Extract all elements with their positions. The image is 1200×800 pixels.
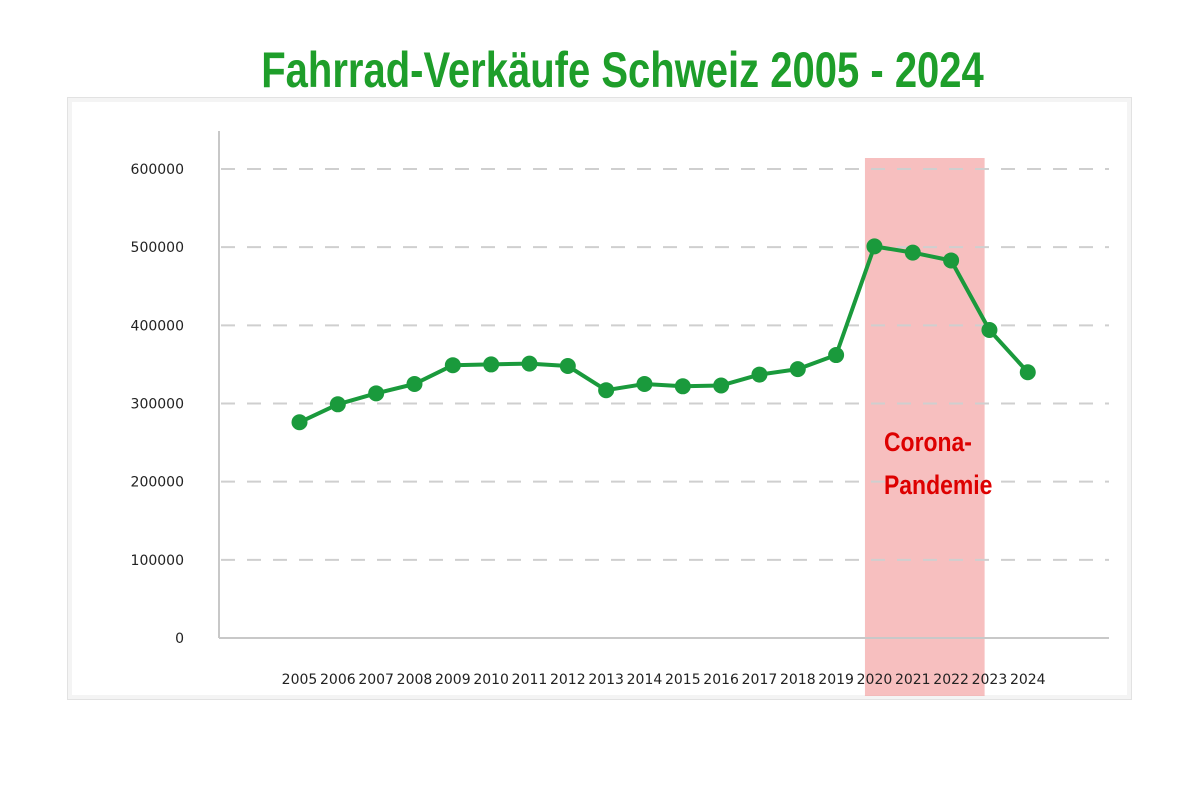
x-tick-label: 2007 <box>358 672 394 688</box>
y-tick-label: 400000 <box>131 318 184 334</box>
data-point <box>674 378 691 395</box>
data-point <box>1019 364 1036 381</box>
data-point <box>866 238 883 255</box>
x-tick-label: 2013 <box>588 672 624 688</box>
x-tick-label: 2009 <box>435 672 471 688</box>
x-tick-label: 2021 <box>895 672 931 688</box>
x-tick-label: 2008 <box>397 672 433 688</box>
data-point <box>598 382 615 399</box>
y-tick-label: 200000 <box>131 475 184 491</box>
data-point <box>636 375 653 392</box>
x-tick-label: 2020 <box>857 672 893 688</box>
data-point <box>291 414 308 431</box>
data-point <box>943 252 960 269</box>
data-point <box>444 357 461 374</box>
y-tick-label: 500000 <box>131 240 184 256</box>
x-tick-label: 2019 <box>818 672 854 688</box>
x-tick-label: 2015 <box>665 672 701 688</box>
x-tick-label: 2005 <box>282 672 318 688</box>
data-point <box>483 356 500 373</box>
annotation: Corona- Pandemie <box>884 427 992 500</box>
x-tick-label: 2018 <box>780 672 816 688</box>
x-tick-label: 2006 <box>320 672 356 688</box>
y-tick-label: 600000 <box>131 162 184 178</box>
data-point <box>789 361 806 378</box>
x-tick-label: 2010 <box>473 672 509 688</box>
axes <box>218 131 1109 639</box>
gridlines <box>221 168 1109 561</box>
annotation-line-1: Corona- <box>884 427 972 457</box>
data-point <box>521 355 538 372</box>
y-tick-labels: 0 100000 200000 300000 400000 500000 600000 <box>131 162 184 647</box>
x-tick-label: 2023 <box>972 672 1008 688</box>
data-point <box>329 396 346 413</box>
x-tick-label: 2016 <box>703 672 739 688</box>
x-tick-label: 2012 <box>550 672 586 688</box>
data-point <box>904 244 921 261</box>
data-point <box>559 357 576 374</box>
line-chart: 0 100000 200000 300000 400000 500000 600000 20… <box>131 131 1109 696</box>
x-tick-label: 2024 <box>1010 672 1046 688</box>
data-point <box>406 375 423 392</box>
data-point <box>368 385 385 402</box>
x-tick-labels: 2005 2006 2007 2008 2009 2010 2011 2012 2013 2014… <box>282 672 1046 688</box>
y-tick-label: 100000 <box>131 553 184 569</box>
y-tick-label: 0 <box>175 631 184 647</box>
y-tick-label: 300000 <box>131 397 184 413</box>
x-tick-label: 2011 <box>512 672 548 688</box>
data-point <box>751 366 768 383</box>
x-tick-label: 2022 <box>933 672 969 688</box>
corona-annotation-label: Corona- Pandemie <box>884 427 992 500</box>
data-point <box>981 322 998 339</box>
annotation-line-2: Pandemie <box>884 470 992 500</box>
x-tick-label: 2014 <box>627 672 663 688</box>
data-point <box>713 377 730 394</box>
x-tick-label: 2017 <box>742 672 778 688</box>
data-point <box>828 347 845 364</box>
chart-title: Fahrrad-Verkäufe Schweiz 2005 - 2024 <box>261 42 984 98</box>
chart-frame: 0 100000 200000 300000 400000 500000 600000 20… <box>67 97 1132 700</box>
series-markers <box>291 238 1036 431</box>
